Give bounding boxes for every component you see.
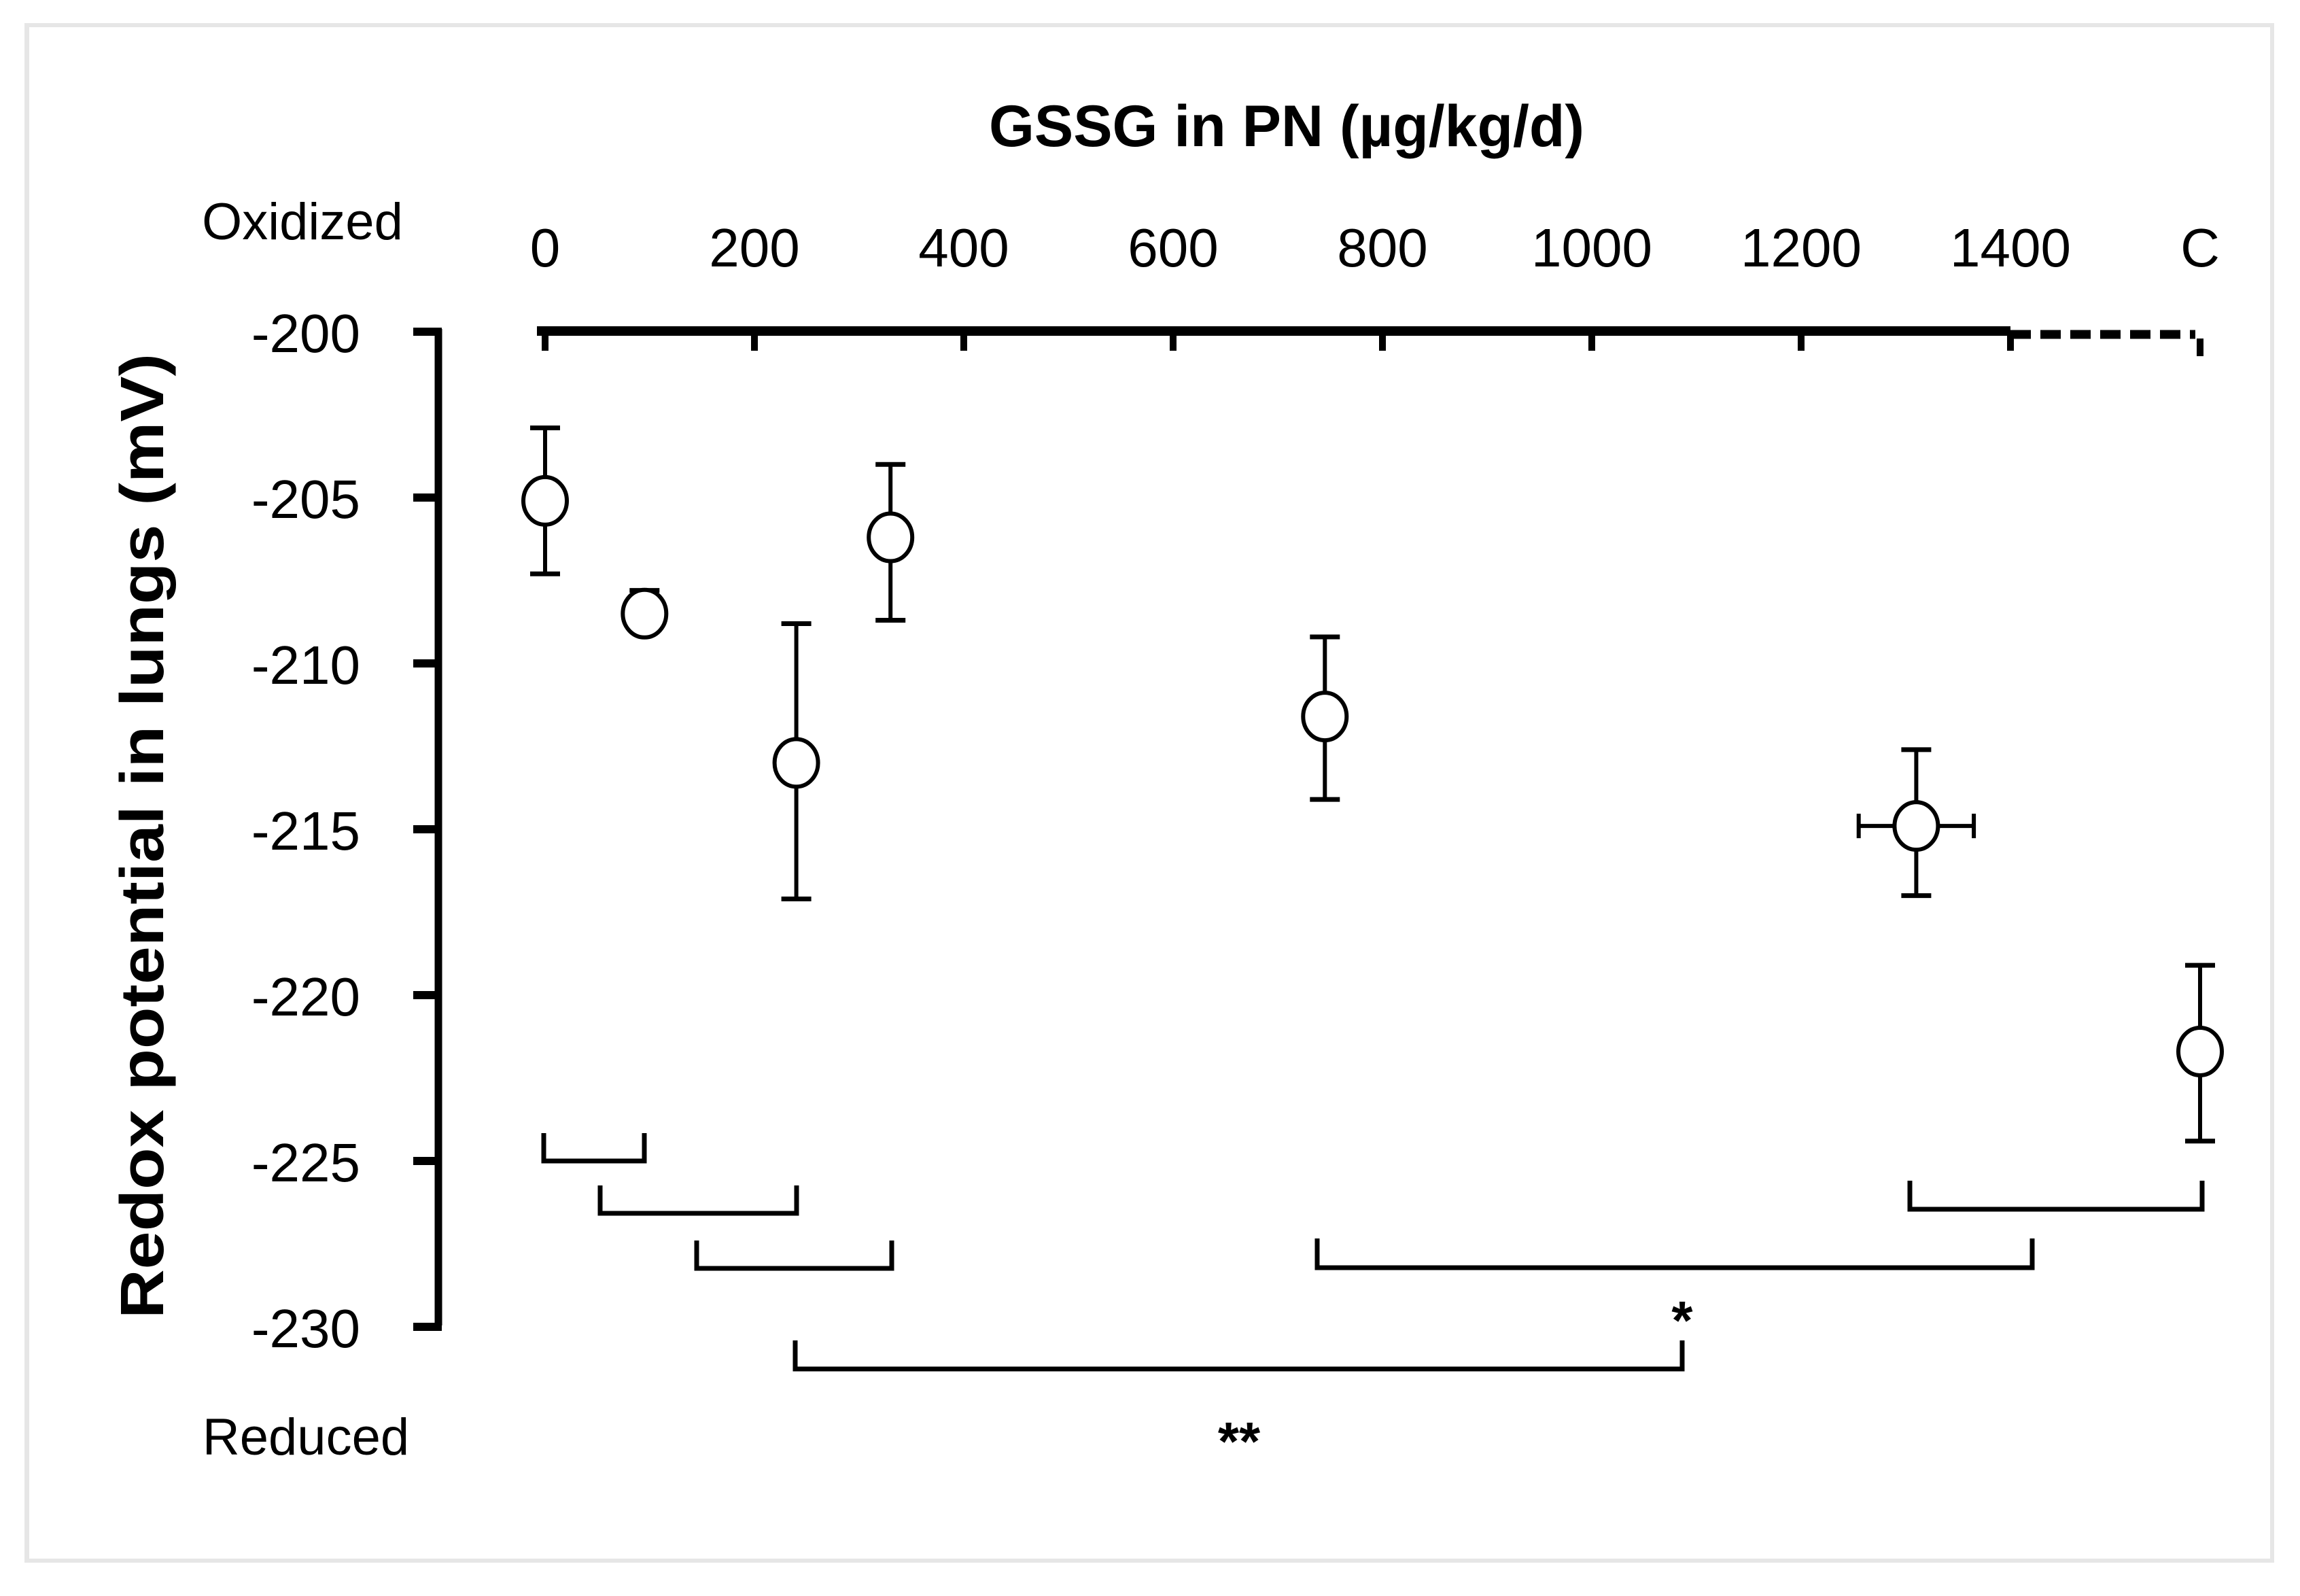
figure-frame (24, 23, 2274, 1563)
open-circle-marker (772, 737, 820, 789)
data-point (521, 426, 569, 576)
data-points (521, 426, 2224, 1144)
open-circle-marker (521, 474, 569, 527)
open-circle-marker (867, 511, 915, 563)
x-tick-label: 800 (1337, 218, 1427, 278)
data-point (621, 587, 669, 640)
x-tick-label: 1400 (1950, 218, 2071, 278)
y-tick-label: -215 (251, 801, 360, 861)
data-point (1856, 747, 1976, 899)
significance-star-single: * (1671, 1290, 1693, 1351)
y-tick-label: -225 (251, 1132, 360, 1193)
x-tick-label: 200 (709, 218, 799, 278)
y-tick-label: -210 (251, 635, 360, 695)
oxidized-annotation: Oxidized (202, 193, 403, 251)
x-tick-label: 0 (530, 218, 561, 278)
significance-star-double: ** (1218, 1411, 1261, 1472)
open-circle-marker (1892, 800, 1940, 852)
x-axis-title: GSSG in PN (µg/kg/d) (989, 94, 1584, 159)
significance-bracket (694, 1241, 894, 1271)
open-circle-marker (1301, 691, 1349, 743)
reduced-annotation: Reduced (203, 1408, 409, 1466)
significance-bracket (597, 1185, 799, 1216)
y-axis-title: Redox potential in lungs (mV) (109, 353, 177, 1319)
x-tick-label: 1000 (1531, 218, 1652, 278)
y-tick-label: -200 (251, 303, 360, 364)
significance-bracket (1314, 1238, 2035, 1270)
y-tick-label: -230 (251, 1298, 360, 1359)
data-point (867, 462, 915, 623)
open-circle-marker (621, 587, 669, 640)
y-axis-ticks: -200 -205 -210 -215 -220 -225 -230 (251, 303, 442, 1359)
x-tick-label: 600 (1128, 218, 1218, 278)
x-tick-label: 1200 (1741, 218, 1862, 278)
significance-brackets: *** (541, 1133, 2205, 1472)
data-point (772, 621, 820, 901)
y-tick-label: -220 (251, 967, 360, 1027)
axes (434, 326, 2203, 1325)
significance-bracket (792, 1340, 1685, 1372)
significance-bracket (1907, 1181, 2205, 1212)
data-point (1301, 634, 1349, 802)
x-tick-label: 400 (918, 218, 1009, 278)
open-circle-marker (2176, 1025, 2224, 1077)
significance-bracket (541, 1133, 647, 1164)
data-point (2176, 962, 2224, 1144)
x-tick-label: C (2180, 218, 2220, 278)
y-tick-label: -205 (251, 469, 360, 530)
